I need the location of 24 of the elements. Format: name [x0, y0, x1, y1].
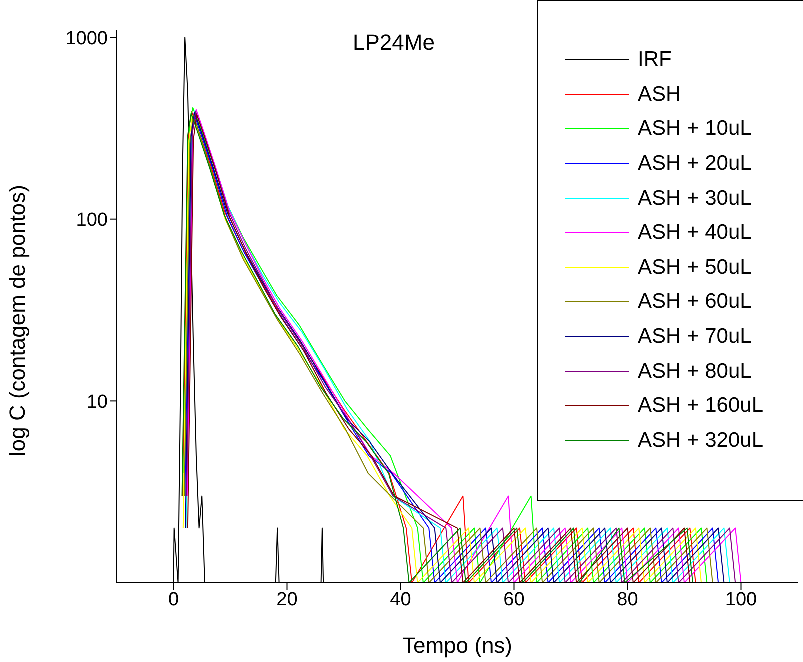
x-axis-title: Tempo (ns)	[402, 633, 513, 658]
legend-label: ASH + 70uL	[638, 325, 752, 350]
legend-label: ASH + 40uL	[638, 221, 752, 246]
legend-label: ASH + 160uL	[638, 394, 764, 418]
x-tick-label: 20	[276, 589, 298, 610]
x-tick-label: 0	[168, 589, 180, 610]
y-tick-label: 100	[76, 210, 108, 232]
legend-label: ASH + 80uL	[638, 360, 752, 384]
legend-label: ASH + 30uL	[638, 186, 752, 211]
y-tick-label: 1000	[66, 28, 108, 50]
x-tick-label: 100	[725, 589, 758, 610]
legend-label: ASH + 10uL	[638, 117, 752, 142]
x-tick-label: 60	[504, 589, 525, 610]
legend-label: ASH + 20uL	[638, 152, 752, 176]
legend-label: ASH	[638, 82, 682, 107]
x-tick-label: 40	[390, 589, 412, 610]
chart-title: LP24Me	[353, 30, 435, 56]
y-axis-title: log C (contagem de pontos)	[4, 185, 30, 456]
legend-label: ASH + 50uL	[638, 256, 752, 280]
legend-label: IRF	[638, 48, 672, 72]
y-tick-label: 10	[86, 392, 108, 413]
legend-label: ASH + 60uL	[638, 290, 752, 314]
x-tick-label: 80	[617, 589, 638, 610]
legend-label: ASH + 320uL	[638, 428, 764, 453]
